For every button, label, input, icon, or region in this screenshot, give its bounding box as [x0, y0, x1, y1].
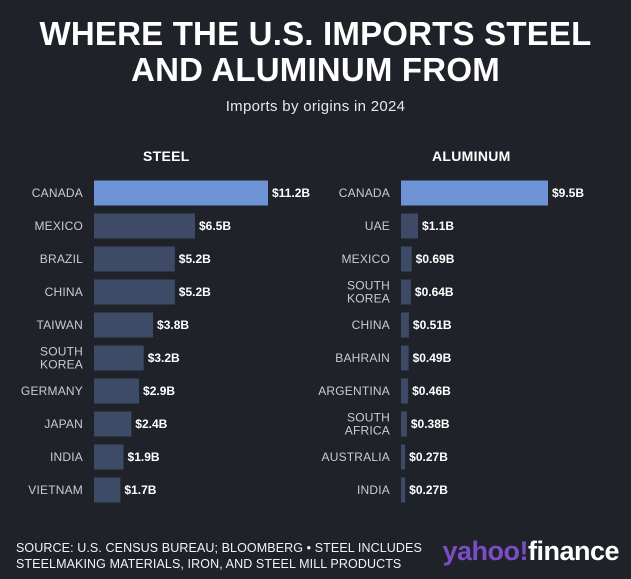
value-label: $2.4B	[135, 417, 167, 431]
category-label: CANADA	[32, 186, 83, 200]
aluminum-bar-chart: CANADA $9.5B UAE $1.1B MEXICO $0.69B SOUTH KORE…	[318, 180, 584, 503]
category-label: SOUTH KOREA	[40, 345, 83, 372]
source-line-1: SOURCE: U.S. CENSUS BUREAU; BLOOMBERG • …	[16, 541, 422, 555]
source-line-2: STEELMAKING MATERIALS, IRON, AND STEEL M…	[16, 557, 402, 571]
bar	[94, 180, 268, 206]
value-label: $3.8B	[157, 318, 189, 332]
category-label: SOUTH KOREA	[347, 279, 390, 306]
chart-subtitle: Imports by origins in 2024	[225, 98, 406, 115]
value-label: $0.27B	[409, 483, 448, 497]
category-label: ARGENTINA	[318, 384, 390, 398]
bar	[401, 477, 406, 503]
value-label: $0.49B	[413, 351, 452, 365]
source-note: SOURCE: U.S. CENSUS BUREAU; BLOOMBERG • …	[16, 540, 422, 572]
category-label: INDIA	[357, 483, 390, 497]
bar	[94, 246, 175, 272]
value-label: $0.46B	[412, 384, 451, 398]
bar	[94, 411, 132, 437]
value-label: $1.1B	[422, 219, 454, 233]
category-label: CHINA	[45, 285, 83, 299]
bar	[401, 312, 409, 338]
category-label: AUSTRALIA	[322, 450, 391, 464]
value-label: $5.2B	[179, 285, 211, 299]
value-label: $1.7B	[124, 483, 156, 497]
bar	[94, 477, 121, 503]
category-label: CHINA	[352, 318, 390, 332]
value-label: $9.5B	[552, 186, 584, 200]
bar	[401, 444, 406, 470]
value-label: $1.9B	[128, 450, 160, 464]
category-label: MEXICO	[341, 252, 390, 266]
title-line-2: AND ALUMINUM FROM	[131, 51, 500, 88]
category-label: CANADA	[339, 186, 390, 200]
category-label: JAPAN	[44, 417, 83, 431]
bar	[94, 312, 154, 338]
category-label: INDIA	[50, 450, 83, 464]
value-label: $0.27B	[409, 450, 448, 464]
bar	[94, 378, 140, 404]
value-label: $3.2B	[148, 351, 180, 365]
aluminum-panel-title: ALUMINUM	[432, 148, 511, 164]
value-label: $0.69B	[416, 252, 455, 266]
category-label: TAIWAN	[36, 318, 83, 332]
steel-bar-chart: CANADA $11.2B MEXICO $6.5B BRAZIL $5.2B CHINA $…	[21, 180, 310, 503]
bar	[401, 180, 548, 206]
chart-title: WHERE THE U.S. IMPORTS STEEL AND ALUMINU…	[0, 16, 631, 88]
value-label: $6.5B	[199, 219, 231, 233]
bar	[94, 213, 195, 239]
bar	[401, 246, 412, 272]
value-label: $0.38B	[411, 417, 450, 431]
bar	[401, 411, 407, 437]
value-label: $2.9B	[143, 384, 175, 398]
bar	[401, 378, 409, 404]
category-label: GERMANY	[21, 384, 83, 398]
category-label: BRAZIL	[40, 252, 83, 266]
category-label: UAE	[365, 219, 390, 233]
bar	[94, 444, 124, 470]
value-label: $11.2B	[272, 186, 310, 200]
category-label: VIETNAM	[28, 483, 83, 497]
title-line-1: WHERE THE U.S. IMPORTS STEEL	[39, 15, 592, 52]
bar	[401, 279, 411, 305]
bar	[401, 345, 409, 371]
steel-panel-title: STEEL	[143, 148, 190, 164]
value-label: $0.64B	[415, 285, 454, 299]
bar	[94, 279, 175, 305]
value-label: $0.51B	[413, 318, 452, 332]
category-label: SOUTH AFRICA	[345, 411, 390, 438]
category-label: MEXICO	[34, 219, 83, 233]
category-label: BAHRAIN	[335, 351, 390, 365]
bar	[94, 345, 144, 371]
value-label: $5.2B	[179, 252, 211, 266]
yahoo-finance-logo: yahoo!finance	[442, 536, 619, 566]
bar	[401, 213, 419, 239]
